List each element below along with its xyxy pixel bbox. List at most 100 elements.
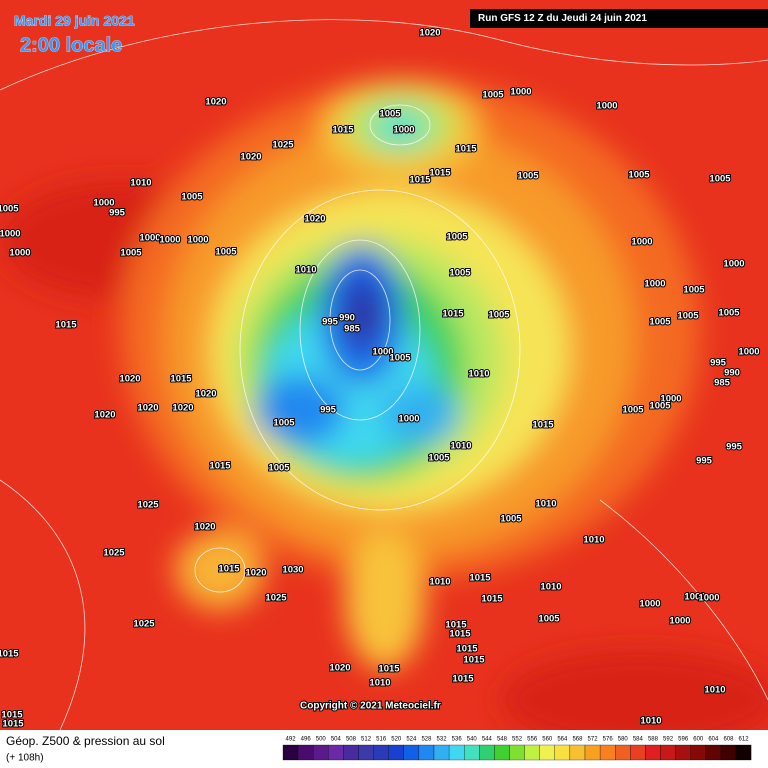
colorbar-tick-label: 544 bbox=[482, 737, 493, 743]
colorbar-tick-label: 564 bbox=[557, 737, 568, 743]
isobar-label: 1025 bbox=[133, 619, 155, 630]
isobar-label: 1015 bbox=[409, 175, 431, 186]
isobar-label: 1025 bbox=[137, 500, 159, 511]
isobar-label: 1005 bbox=[0, 204, 19, 215]
isobar-label: 995 bbox=[322, 317, 339, 328]
colorbar-tick-label: 536 bbox=[452, 737, 463, 743]
colorbar-tick-label: 604 bbox=[708, 737, 719, 743]
isobar-label: 1020 bbox=[240, 152, 261, 163]
colorbar-tick-label: 504 bbox=[331, 737, 342, 743]
isobar-label: 1010 bbox=[429, 577, 450, 588]
run-info: Run GFS 12 Z du Jeudi 24 juin 2021 bbox=[478, 13, 647, 24]
colorbar-swatch bbox=[464, 744, 480, 761]
colorbar-swatch bbox=[675, 744, 691, 761]
isobar-label: 1000 bbox=[639, 599, 660, 610]
isobar-label: 1010 bbox=[640, 716, 661, 727]
isobar-label: 1005 bbox=[538, 614, 560, 625]
isobar-label: 1005 bbox=[446, 232, 468, 243]
colorbar-swatch bbox=[735, 744, 752, 761]
isobar-label: 1015 bbox=[481, 594, 503, 605]
colorbar-tick-label: 540 bbox=[467, 737, 478, 743]
isobar-label: 1015 bbox=[532, 420, 554, 431]
colorbar-tick-label: 512 bbox=[361, 737, 372, 743]
isobar-label: 1010 bbox=[468, 369, 489, 380]
isobar-label: 1000 bbox=[596, 101, 617, 112]
colorbar-swatch bbox=[343, 744, 359, 761]
colorbar-swatch bbox=[418, 744, 435, 761]
isobar-label: 1020 bbox=[195, 389, 216, 400]
isobar-label: 1000 bbox=[698, 593, 719, 604]
isobar-label: 1005 bbox=[649, 317, 671, 328]
colorbar-tick-label: 532 bbox=[437, 737, 448, 743]
isobar-label: 1000 bbox=[631, 237, 652, 248]
colorbar-swatch bbox=[509, 744, 525, 761]
valid-date: Mardi 29 juin 2021 bbox=[14, 13, 135, 29]
colorbar-tick-label: 492 bbox=[286, 737, 297, 743]
colorbar-tick-label: 568 bbox=[572, 737, 583, 743]
colorbar-swatch bbox=[645, 744, 661, 761]
isobar-label: 1010 bbox=[369, 678, 390, 689]
isobar-label: 1005 bbox=[628, 170, 650, 181]
colorbar-swatch bbox=[358, 744, 374, 761]
isobar-label: 1000 bbox=[393, 125, 414, 136]
isobar-label: 1015 bbox=[218, 564, 240, 575]
colorbar-tick-label: 500 bbox=[316, 737, 327, 743]
colorbar-tick-label: 588 bbox=[648, 737, 659, 743]
isobar-label: 990 bbox=[724, 368, 740, 379]
isobar-label: 1015 bbox=[449, 629, 471, 640]
isobar-label: 1020 bbox=[329, 663, 350, 674]
colorbar-swatch bbox=[328, 744, 344, 761]
isobar-label: 1005 bbox=[215, 247, 237, 258]
isobar-label: 1000 bbox=[0, 229, 21, 240]
colorbar-tick-label: 548 bbox=[497, 737, 508, 743]
isobar-label: 1005 bbox=[449, 268, 471, 279]
isobar-label: 1000 bbox=[510, 87, 531, 98]
isobar-label: 1020 bbox=[194, 522, 215, 533]
isobar-label: 990 bbox=[339, 313, 355, 324]
isobar-label: 1010 bbox=[130, 178, 151, 189]
colorbar-tick-label: 508 bbox=[346, 737, 357, 743]
isobar-label: 1010 bbox=[704, 685, 725, 696]
isobar-label: 1000 bbox=[660, 394, 681, 405]
colorbar-tick-label: 608 bbox=[723, 737, 734, 743]
colorbar-swatch bbox=[494, 744, 510, 761]
colorbar-tick-label: 524 bbox=[406, 737, 417, 743]
isobar-label: 1005 bbox=[718, 308, 740, 319]
isobar-label: 1025 bbox=[265, 593, 287, 604]
isobar-label: 1005 bbox=[622, 405, 644, 416]
isobar-label: 1005 bbox=[709, 174, 731, 185]
isobar-label: 1015 bbox=[0, 649, 19, 660]
isobar-label: 1000 bbox=[644, 279, 665, 290]
isobar-label: 1015 bbox=[429, 168, 451, 179]
colorbar-tick-label: 596 bbox=[678, 737, 689, 743]
colorbar-swatch bbox=[539, 744, 555, 761]
colorbar-tick-label: 612 bbox=[739, 737, 750, 743]
isobar-label: 1005 bbox=[120, 248, 142, 259]
legend-title: Géop. Z500 & pression au sol bbox=[6, 734, 165, 748]
colorbar-swatch bbox=[690, 744, 706, 761]
colorbar-swatch bbox=[448, 744, 465, 761]
isobar-label: 995 bbox=[109, 208, 126, 219]
isobar-label: 995 bbox=[710, 358, 727, 369]
colorbar-swatch bbox=[720, 744, 737, 761]
colorbar-tick-label: 600 bbox=[693, 737, 704, 743]
colorbar: 492 496 500 504 508 512 516 520 524 528 532 536 540 5… bbox=[282, 737, 752, 761]
colorbar-swatch bbox=[705, 744, 722, 761]
isobar-label: 1025 bbox=[103, 548, 125, 559]
isobar-label: 1000 bbox=[93, 198, 114, 209]
colorbar-tick-label: 584 bbox=[633, 737, 644, 743]
geopotential-field bbox=[0, 0, 768, 730]
colorbar-tick-label: 516 bbox=[376, 737, 387, 743]
isobar-label: 1020 bbox=[245, 568, 266, 579]
colorbar-swatch bbox=[599, 744, 616, 761]
isobar-label: 1020 bbox=[94, 410, 115, 421]
isobar-label: 1015 bbox=[456, 644, 478, 655]
colorbar-swatch bbox=[554, 744, 571, 761]
isobar-label: 1015 bbox=[452, 674, 474, 685]
colorbar-tick-label: 528 bbox=[421, 737, 432, 743]
isobar-label: 1030 bbox=[282, 565, 303, 576]
isobar-label: 1005 bbox=[517, 171, 539, 182]
colorbar-swatch bbox=[524, 744, 540, 761]
isobar-label: 1020 bbox=[119, 374, 140, 385]
